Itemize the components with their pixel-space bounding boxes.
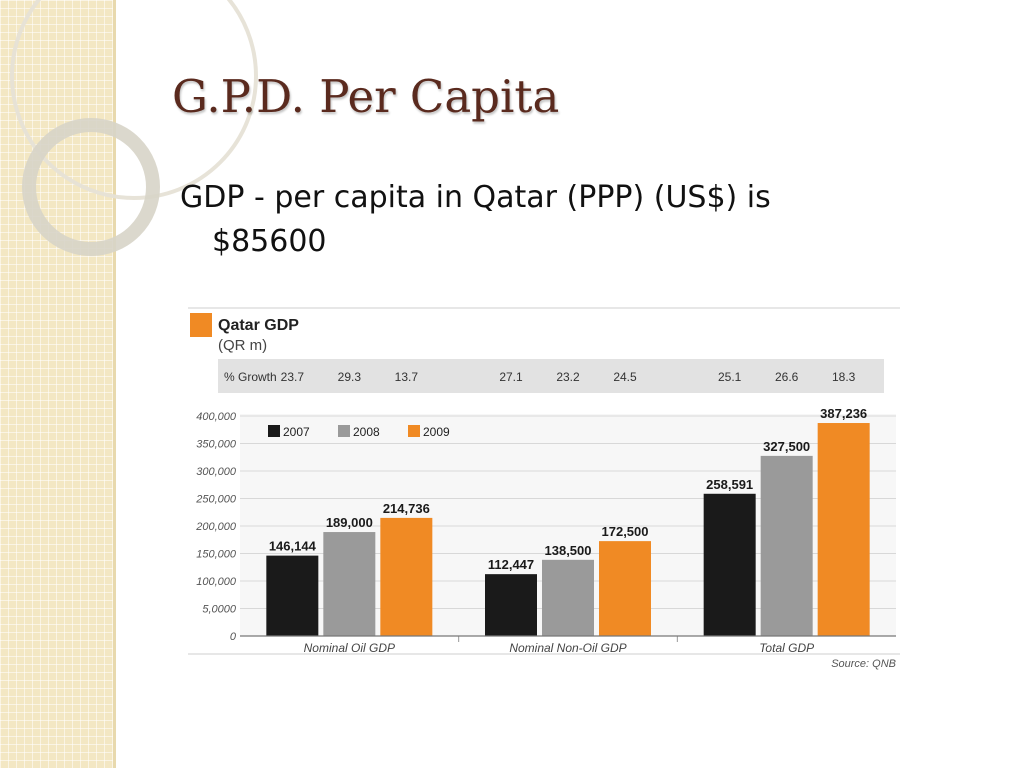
y-tick-label: 100,000: [196, 576, 237, 588]
legend-label: 2009: [423, 425, 450, 439]
bar-value-label: 112,447: [488, 557, 534, 572]
chart-title: Qatar GDP: [218, 317, 299, 334]
qatar-gdp-chart: Qatar GDP (QR m) % Growth Source: QNB 40…: [188, 303, 900, 675]
bar-value-label: 138,500: [545, 543, 592, 558]
bar-value-label: 327,500: [763, 439, 810, 454]
growth-value: 23.2: [556, 370, 580, 384]
growth-value: 24.5: [613, 370, 637, 384]
y-tick-label: 150,000: [196, 549, 237, 561]
bar-value-label: 172,500: [602, 524, 649, 539]
chart-svg: Qatar GDP (QR m) % Growth Source: QNB 40…: [188, 307, 900, 670]
growth-value: 26.6: [775, 370, 799, 384]
y-tick-label: 250,000: [195, 494, 237, 506]
chart-source: Source: QNB: [831, 658, 896, 670]
bar-2008: [760, 455, 813, 636]
bar-2008: [542, 559, 594, 636]
bar-2007: [266, 555, 319, 636]
legend-swatch: [338, 425, 350, 437]
bar-2009: [817, 423, 870, 636]
category-label: Total GDP: [759, 641, 814, 655]
y-tick-label: 350,000: [196, 439, 237, 451]
bar-value-label: 258,591: [706, 477, 753, 492]
sidebar-edge: [113, 0, 116, 768]
growth-value: 23.7: [281, 370, 305, 384]
growth-value: 13.7: [395, 370, 419, 384]
growth-value: 25.1: [718, 370, 742, 384]
y-tick-label: 400,000: [196, 411, 237, 423]
bar-2009: [599, 541, 651, 636]
slide-title: G.P.D. Per Capita: [172, 70, 560, 123]
bar-value-label: 387,236: [820, 406, 867, 421]
decorative-ring-small: [22, 118, 160, 256]
chart-marks: 400,000 350,000 300,000 250,000 200,000 150,0…: [195, 370, 896, 655]
growth-value: 29.3: [338, 370, 362, 384]
category-label: Nominal Oil GDP: [304, 641, 395, 655]
legend-label: 2007: [283, 425, 310, 439]
y-tick-label: 300,000: [196, 466, 237, 478]
bar-value-label: 146,144: [269, 539, 317, 554]
bar-value-label: 189,000: [326, 515, 373, 530]
growth-label: % Growth: [224, 370, 277, 384]
y-tick-label: 200,000: [195, 521, 237, 533]
bar-2007: [703, 493, 756, 636]
bar-2009: [380, 517, 433, 636]
body-line-1: GDP - per capita in Qatar (PPP) (US$) is: [180, 180, 771, 215]
chart-title-marker: [190, 313, 212, 337]
category-label: Nominal Non-Oil GDP: [509, 641, 626, 655]
legend-swatch: [268, 425, 280, 437]
slide-body-text: GDP - per capita in Qatar (PPP) (US$) is…: [180, 176, 960, 264]
legend-label: 2008: [353, 425, 380, 439]
body-line-2: $85600: [212, 224, 327, 259]
legend-swatch: [408, 425, 420, 437]
growth-value: 27.1: [499, 370, 523, 384]
growth-value: 18.3: [832, 370, 856, 384]
bar-value-label: 214,736: [383, 501, 430, 516]
chart-subtitle: (QR m): [218, 337, 267, 354]
y-tick-label: 5,0000: [202, 604, 237, 616]
bar-2008: [323, 532, 376, 636]
bar-2007: [485, 574, 537, 636]
y-tick-label: 0: [230, 631, 237, 643]
growth-band: [218, 359, 884, 393]
